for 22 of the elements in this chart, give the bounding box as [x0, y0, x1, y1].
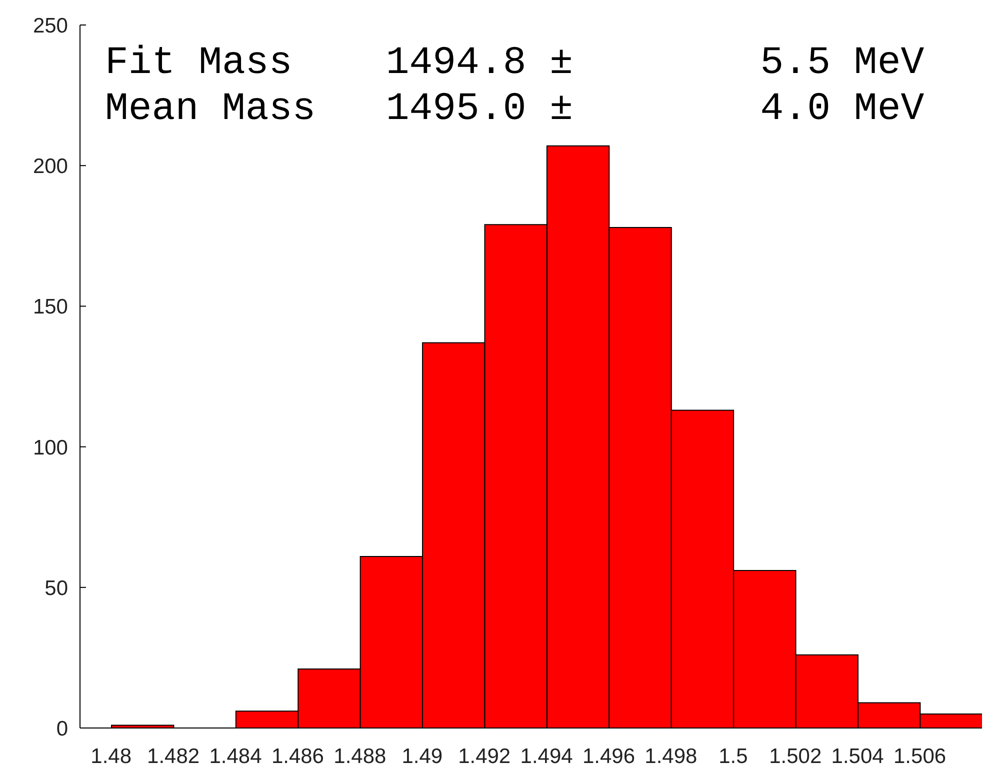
- x-tick-label: 1.49: [402, 744, 443, 768]
- x-tick-label: 1.48: [90, 744, 132, 768]
- annotation: Mean Mass 1495.0 ± 4.0 MeV: [105, 86, 924, 132]
- y-tick-label: 0: [56, 717, 68, 740]
- x-tick-label: 1.482: [147, 744, 200, 768]
- x-tick-label: 1.492: [458, 744, 511, 768]
- x-tick-label: 1.504: [831, 744, 884, 768]
- annotation: Fit Mass 1494.8 ± 5.5 MeV: [105, 40, 924, 86]
- x-tick-label: 1.506: [894, 744, 946, 768]
- x-tick-label: 1.494: [520, 744, 574, 768]
- y-tick-label: 50: [44, 576, 68, 600]
- x-tick-label: 1.5: [718, 744, 748, 768]
- y-tick-label: 250: [32, 14, 68, 38]
- x-tick-label: 1.496: [582, 744, 636, 768]
- x-tick-label: 1.498: [644, 744, 698, 768]
- x-tick-label: 1.486: [271, 744, 324, 768]
- x-tick-label: 1.484: [209, 744, 262, 768]
- y-tick-label: 200: [32, 155, 68, 178]
- y-tick-label: 150: [32, 296, 68, 319]
- y-tick-label: 100: [32, 436, 68, 460]
- x-tick-label: 1.488: [334, 744, 386, 768]
- x-tick-label: 1.502: [769, 744, 822, 768]
